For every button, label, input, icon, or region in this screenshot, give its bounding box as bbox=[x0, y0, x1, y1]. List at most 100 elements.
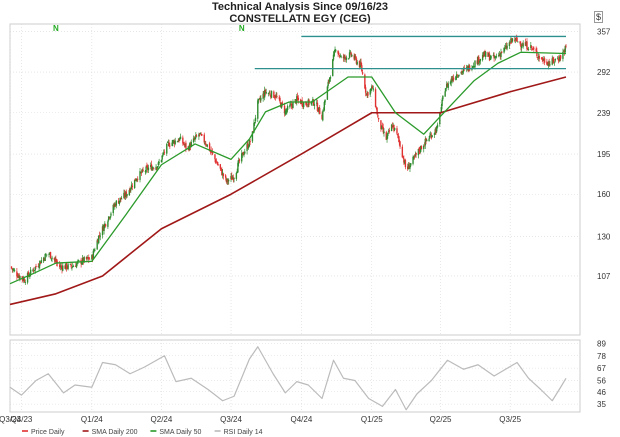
candle-body bbox=[326, 86, 329, 100]
candle-body bbox=[190, 141, 192, 147]
candle-body bbox=[408, 165, 410, 169]
candle-body bbox=[221, 172, 224, 176]
candle-body bbox=[156, 167, 158, 169]
candle-body bbox=[563, 49, 566, 53]
candle-body bbox=[198, 134, 200, 137]
candle-body bbox=[338, 55, 341, 57]
x-tick-label: Q3/24 bbox=[220, 415, 242, 424]
candle-body bbox=[565, 45, 567, 47]
candle-body bbox=[112, 204, 114, 214]
candle-body bbox=[376, 107, 378, 115]
candle-body bbox=[387, 130, 390, 132]
candle-body bbox=[228, 180, 230, 182]
candle-body bbox=[332, 54, 335, 60]
candle-body bbox=[81, 262, 83, 265]
candle-body bbox=[452, 77, 455, 80]
candle-body bbox=[161, 155, 163, 160]
candle-body bbox=[313, 104, 316, 106]
candle-body bbox=[436, 124, 439, 128]
candle-body bbox=[451, 78, 453, 81]
candle-body bbox=[466, 66, 469, 69]
candle-body bbox=[538, 55, 540, 59]
candle-body bbox=[253, 122, 255, 133]
candle-body bbox=[497, 55, 500, 56]
candle-body bbox=[306, 106, 309, 108]
candle-body bbox=[124, 192, 127, 198]
candle-body bbox=[94, 249, 96, 251]
candle-body bbox=[51, 257, 53, 259]
candle-body bbox=[477, 56, 479, 65]
candle-body bbox=[283, 105, 286, 114]
candle-body bbox=[49, 252, 52, 259]
candle-body bbox=[216, 162, 218, 165]
candle-body bbox=[520, 46, 523, 49]
candle-body bbox=[168, 142, 170, 147]
candle-body bbox=[124, 193, 126, 197]
candle-body bbox=[386, 135, 388, 140]
candle-body bbox=[355, 58, 358, 64]
candle-body bbox=[237, 162, 239, 173]
candle-body bbox=[381, 125, 384, 128]
candle-body bbox=[406, 166, 409, 170]
candle-body bbox=[137, 178, 139, 180]
candle-body bbox=[81, 257, 84, 263]
candle-body bbox=[224, 175, 227, 178]
candle-body bbox=[59, 265, 62, 268]
candle-body bbox=[492, 54, 495, 56]
candle-body bbox=[474, 60, 476, 68]
candle-body bbox=[104, 223, 106, 226]
candle-body bbox=[526, 41, 528, 50]
candle-body bbox=[247, 146, 250, 148]
candle-body bbox=[483, 51, 485, 57]
candle-body bbox=[55, 261, 58, 263]
x-tick-label: Q2/24 bbox=[151, 415, 173, 424]
candle-body bbox=[72, 266, 75, 267]
candle-body bbox=[543, 58, 546, 63]
candle-body bbox=[184, 143, 186, 145]
candle-body bbox=[317, 110, 319, 113]
candle-body bbox=[455, 76, 457, 81]
candle-body bbox=[537, 57, 539, 59]
candle-body bbox=[413, 156, 415, 159]
price-tick-label: 239 bbox=[597, 109, 611, 118]
candle-body bbox=[404, 160, 407, 168]
candle-body bbox=[423, 145, 426, 147]
candle-body bbox=[478, 56, 480, 63]
candle-body bbox=[45, 254, 47, 256]
candle-body bbox=[203, 134, 205, 143]
candle-body bbox=[482, 55, 485, 58]
candle-body bbox=[431, 135, 433, 138]
candle-body bbox=[343, 55, 345, 59]
candle-body bbox=[50, 258, 52, 260]
candle-body bbox=[462, 71, 464, 73]
candle-body bbox=[259, 98, 261, 100]
candle-body bbox=[348, 52, 351, 58]
candle-body bbox=[115, 200, 118, 206]
candle-body bbox=[211, 151, 214, 154]
candle-body bbox=[380, 125, 383, 130]
candle-body bbox=[27, 272, 30, 276]
candle-body bbox=[173, 140, 176, 145]
candle-body bbox=[28, 276, 30, 277]
candle-body bbox=[163, 151, 166, 153]
candle-body bbox=[166, 143, 168, 154]
candle-body bbox=[140, 172, 142, 174]
candle-body bbox=[70, 264, 72, 267]
candle-body bbox=[247, 143, 249, 149]
candle-body bbox=[403, 158, 405, 163]
candle-body bbox=[527, 49, 530, 50]
candle-body bbox=[150, 164, 153, 171]
candle-body bbox=[195, 135, 198, 137]
candle-body bbox=[178, 139, 180, 142]
candle-body bbox=[436, 126, 438, 132]
candle-body bbox=[269, 93, 271, 96]
candle-body bbox=[420, 146, 423, 150]
candle-body bbox=[358, 60, 361, 68]
candle-body bbox=[444, 91, 446, 97]
candle-body bbox=[455, 74, 458, 78]
candle-body bbox=[241, 153, 243, 162]
candle-body bbox=[342, 56, 345, 59]
candle-body bbox=[286, 106, 289, 111]
candle-body bbox=[135, 180, 137, 182]
candle-body bbox=[562, 51, 564, 59]
